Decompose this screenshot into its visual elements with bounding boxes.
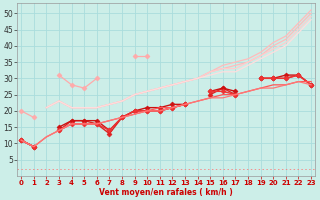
- X-axis label: Vent moyen/en rafales ( km/h ): Vent moyen/en rafales ( km/h ): [99, 188, 233, 197]
